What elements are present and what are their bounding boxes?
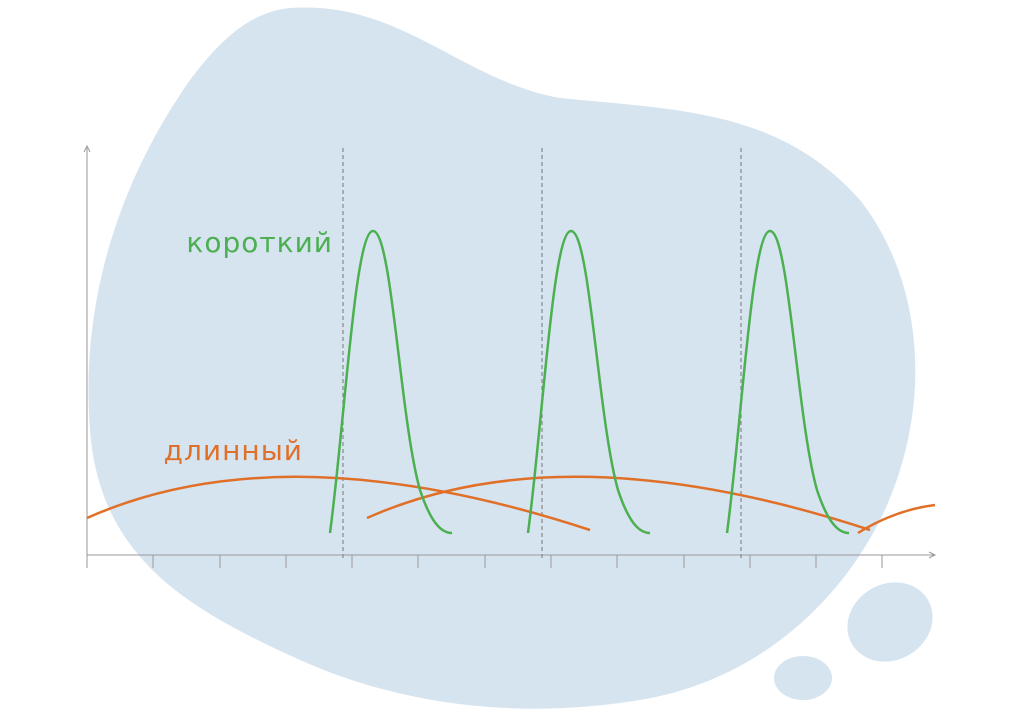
short-label: короткий [186, 226, 333, 259]
dashed-markers [342, 148, 742, 560]
short-peaks [328, 229, 850, 535]
axis-ticks [86, 555, 883, 568]
background-blob [88, 7, 933, 709]
long-label: длинный [164, 434, 303, 467]
axes [83, 144, 937, 568]
